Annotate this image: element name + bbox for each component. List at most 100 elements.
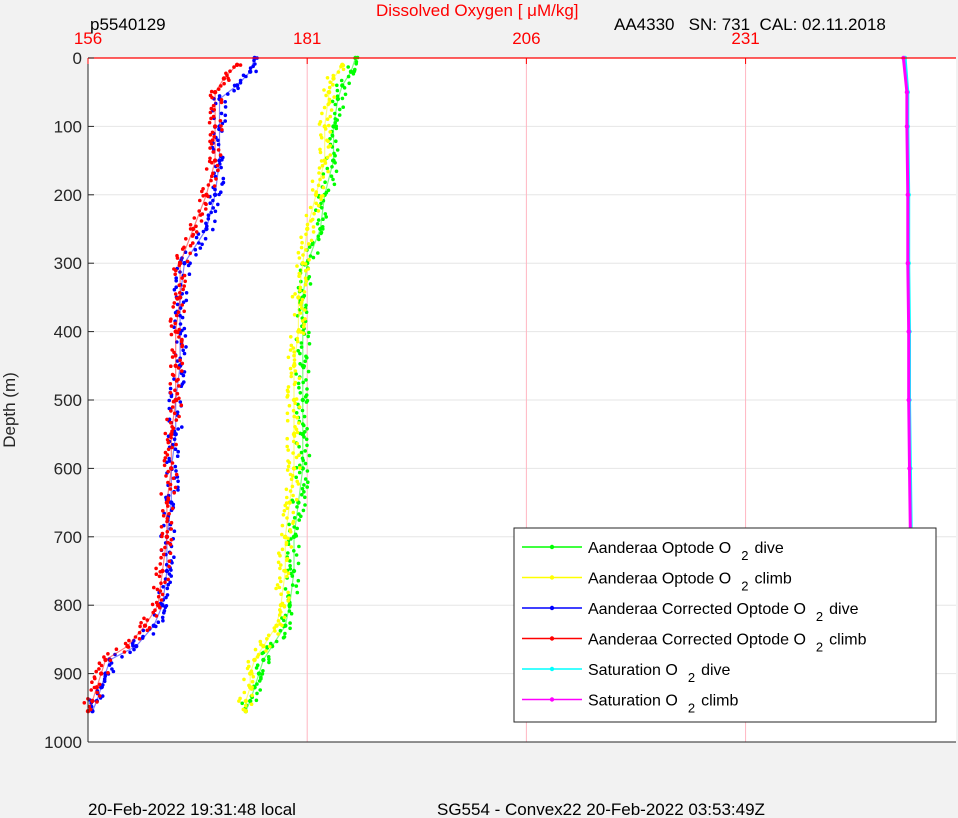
data-point	[341, 105, 346, 109]
chart-title: Dissolved Oxygen [ μM/kg]	[376, 1, 579, 20]
data-point	[303, 449, 308, 453]
data-point	[297, 256, 302, 260]
data-point	[335, 88, 340, 93]
data-point	[289, 611, 294, 616]
data-point	[291, 510, 296, 515]
data-point	[132, 647, 136, 652]
series-line	[245, 57, 356, 712]
series-layer	[82, 55, 935, 714]
legend-label-suffix: climb	[829, 632, 866, 649]
data-point	[172, 301, 177, 305]
data-point	[164, 534, 170, 539]
data-point	[319, 135, 324, 140]
data-point	[175, 297, 180, 301]
data-point	[253, 647, 258, 652]
data-point	[296, 349, 301, 353]
data-point	[206, 183, 211, 187]
data-point	[291, 521, 295, 526]
data-point	[222, 81, 226, 86]
data-point	[173, 464, 178, 469]
data-point	[165, 516, 170, 521]
data-point	[217, 192, 221, 197]
data-point	[324, 190, 329, 195]
data-point	[219, 124, 223, 128]
data-point	[292, 313, 297, 317]
data-point	[316, 218, 321, 222]
data-point	[291, 500, 295, 504]
data-point	[319, 194, 324, 199]
data-point	[168, 386, 173, 391]
data-point	[163, 456, 168, 460]
data-point	[285, 516, 289, 520]
data-point	[326, 188, 331, 193]
data-point	[300, 466, 305, 471]
data-point	[286, 448, 291, 452]
data-point	[248, 66, 253, 70]
data-point	[319, 197, 323, 202]
data-point	[208, 146, 212, 150]
data-point	[287, 403, 292, 408]
data-point	[288, 559, 292, 563]
data-point	[164, 595, 168, 600]
data-point	[346, 74, 351, 79]
data-point	[160, 615, 165, 620]
data-point	[176, 449, 180, 454]
data-point	[340, 96, 345, 101]
data-point	[296, 482, 301, 486]
data-point	[174, 472, 179, 477]
data-point	[305, 427, 309, 431]
data-point	[158, 605, 162, 610]
data-point	[312, 211, 316, 216]
data-point	[173, 321, 177, 326]
data-point	[292, 382, 297, 387]
data-point	[305, 387, 309, 391]
data-point	[171, 426, 176, 431]
data-point	[178, 260, 182, 265]
data-point	[265, 646, 270, 650]
data-point	[170, 429, 174, 434]
data-point	[334, 126, 339, 131]
data-point	[210, 160, 214, 165]
data-point	[255, 691, 259, 696]
data-point	[167, 559, 172, 563]
data-point	[211, 150, 216, 154]
data-point	[276, 632, 280, 636]
data-point	[123, 641, 128, 646]
data-point	[176, 427, 180, 431]
data-point	[335, 148, 340, 152]
data-point	[107, 663, 112, 667]
data-point	[212, 90, 218, 95]
data-point	[177, 263, 182, 268]
data-point	[282, 568, 286, 573]
data-point	[315, 222, 320, 226]
data-point	[169, 409, 173, 413]
data-point	[288, 626, 292, 631]
data-point	[168, 500, 173, 505]
data-point	[169, 527, 173, 531]
data-point	[296, 381, 301, 386]
data-point	[137, 630, 142, 635]
data-point	[131, 643, 135, 648]
data-point	[333, 111, 337, 116]
data-point	[201, 229, 206, 234]
data-point	[294, 411, 299, 415]
data-point	[299, 514, 303, 519]
data-point	[232, 65, 236, 69]
data-point	[249, 687, 254, 691]
data-point	[305, 356, 309, 360]
data-point	[319, 231, 323, 236]
data-point	[178, 313, 182, 318]
data-point	[134, 644, 139, 649]
data-point	[255, 655, 260, 659]
data-point	[97, 694, 102, 698]
data-point	[295, 336, 300, 341]
data-point	[309, 219, 313, 223]
y-tick-label: 900	[54, 665, 82, 684]
data-point	[180, 361, 185, 366]
legend-label-subscript: 2	[688, 701, 695, 716]
data-point	[163, 545, 167, 550]
data-point	[238, 81, 243, 85]
data-point	[169, 364, 173, 369]
data-point	[300, 297, 305, 302]
data-point	[282, 615, 287, 620]
